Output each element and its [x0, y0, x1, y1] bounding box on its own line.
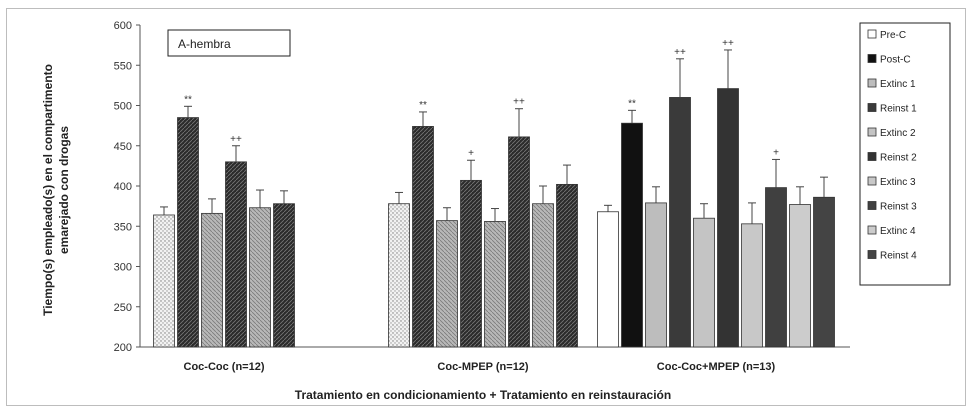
legend-label: Extinc 3 — [880, 177, 916, 188]
significance-marker: ++ — [674, 47, 686, 58]
legend-label: Extinc 1 — [880, 79, 916, 90]
legend-swatch — [867, 103, 877, 112]
panel-label: A-hembra — [178, 37, 231, 51]
significance-marker: ++ — [513, 97, 525, 108]
y-tick-label: 600 — [114, 20, 132, 32]
bar — [741, 223, 763, 348]
y-tick-label: 300 — [114, 262, 132, 274]
bar — [621, 122, 643, 348]
labels-layer: **++Coc-Coc (n=12)**+++Coc-MPEP (n=12)**… — [184, 38, 780, 373]
significance-marker: ++ — [230, 134, 242, 145]
bar — [556, 183, 578, 348]
bar — [645, 202, 667, 348]
legend-label: Reinst 1 — [880, 104, 917, 115]
category-label: Coc-MPEP (n=12) — [437, 361, 529, 373]
significance-marker: ** — [419, 100, 427, 111]
bar — [201, 212, 223, 348]
x-axis-title: Tratamiento en condicionamiento + Tratam… — [295, 388, 671, 402]
bar — [669, 97, 691, 348]
legend-label: Pre-C — [880, 30, 906, 41]
bar — [153, 214, 175, 348]
legend-label: Extinc 2 — [880, 128, 916, 139]
legend-label: Reinst 3 — [880, 202, 917, 213]
bar — [532, 203, 554, 348]
y-tick-label: 400 — [114, 181, 132, 193]
legend-label: Post-C — [880, 55, 911, 66]
y-tick-label: 200 — [114, 342, 132, 354]
legend-swatch — [867, 225, 877, 235]
y-axis-title-line-1: Tiempo(s) empleado(s) en el compartiment… — [41, 64, 55, 316]
significance-marker: ++ — [722, 38, 734, 49]
bar — [765, 187, 787, 348]
bar — [508, 136, 530, 348]
y-tick-label: 550 — [114, 60, 132, 72]
legend-swatch — [867, 78, 877, 88]
category-label: Coc-Coc (n=12) — [184, 361, 265, 373]
legend-label: Reinst 4 — [880, 251, 917, 262]
bar — [789, 204, 811, 348]
legend-swatch — [867, 201, 877, 210]
significance-marker: ** — [184, 94, 192, 105]
bar — [597, 211, 619, 348]
bars-layer — [153, 49, 835, 348]
bar — [436, 220, 458, 348]
significance-marker: + — [773, 147, 779, 158]
y-tick-label: 350 — [114, 221, 132, 233]
significance-marker: ** — [628, 98, 636, 109]
bar — [412, 126, 434, 348]
y-tick-label: 250 — [114, 302, 132, 314]
bar — [249, 207, 271, 348]
bar — [813, 196, 835, 348]
legend-swatch — [867, 176, 877, 186]
legend-swatch — [867, 127, 877, 137]
legend: Pre-C Post-C Extinc 1 Reinst 1 Extinc 2 Reins… — [867, 29, 917, 262]
bar — [484, 221, 506, 348]
bar — [225, 161, 247, 348]
bar — [693, 217, 715, 348]
y-axis-title-line-2: emarejado con drogas — [57, 126, 71, 254]
y-tick-label: 450 — [114, 141, 132, 153]
bar — [388, 203, 410, 348]
panel-label-box — [167, 29, 291, 57]
bar — [177, 117, 199, 348]
legend-swatch — [867, 152, 877, 161]
legend-swatch — [867, 250, 877, 259]
legend-label: Reinst 2 — [880, 153, 917, 164]
bar — [460, 179, 482, 348]
legend-swatch — [867, 29, 877, 39]
y-tick-label: 500 — [114, 101, 132, 113]
legend-swatch — [867, 54, 877, 63]
bar — [717, 88, 739, 348]
significance-marker: + — [468, 148, 474, 159]
category-label: Coc-Coc+MPEP (n=13) — [657, 361, 776, 373]
legend-label: Extinc 4 — [880, 226, 916, 237]
bar — [273, 203, 295, 348]
